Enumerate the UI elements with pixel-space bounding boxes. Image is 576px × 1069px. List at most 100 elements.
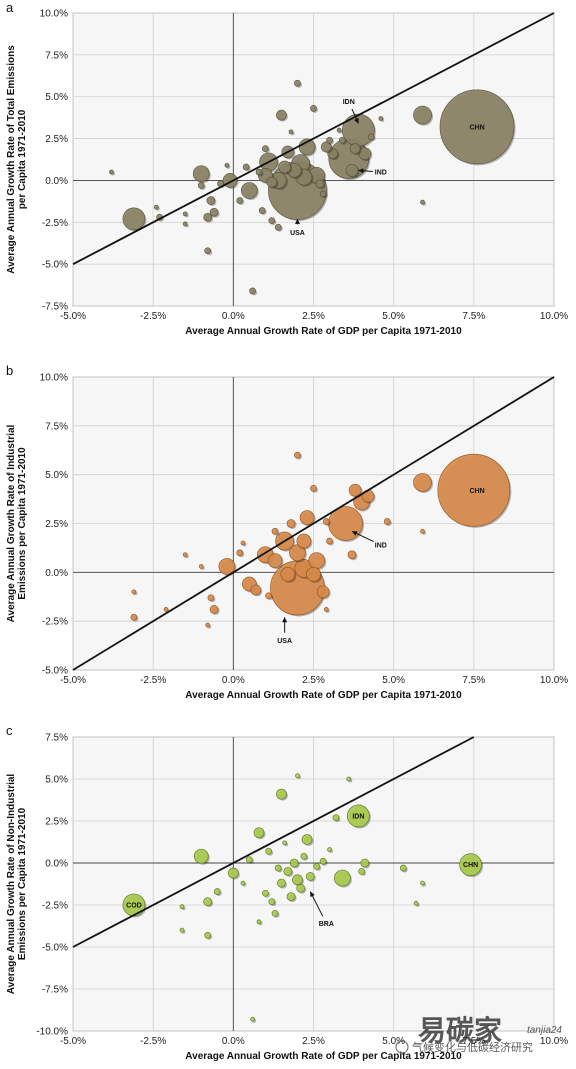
data-point [209,207,219,217]
data-point [360,858,370,868]
country-label: USA [277,638,292,645]
data-point [282,840,288,846]
annotation-arrowhead [354,117,359,124]
watermark-logo: 易碳家 [418,1014,502,1046]
data-point [271,527,279,535]
data-point [192,165,210,183]
y-axis-title: per Capita 1971-2010 [17,109,28,209]
data-point [439,89,515,165]
y-tick-label: 0.0% [45,568,68,579]
diagonal-reference-line [72,376,555,671]
country-label: BRA [319,921,334,928]
data-point [413,900,419,906]
x-tick-label: 2.5% [302,675,325,686]
y-tick-label: 0.0% [45,859,68,870]
x-tick-label: 10.0% [540,311,568,322]
data-point [267,553,283,569]
data-point [236,549,244,557]
y-tick-label: 2.5% [45,817,68,828]
data-point [310,105,317,112]
data-point [349,143,361,155]
data-point [258,207,266,214]
y-axis-title: Emissions per Capita 1971-2010 [17,807,28,960]
data-point [326,136,333,144]
data-point [240,540,246,546]
data-point [265,592,273,600]
data-point [265,847,273,855]
data-point [274,864,282,872]
y-tick-label: 2.5% [45,519,68,530]
y-tick-label: 10.0% [40,373,68,384]
x-tick-label: 7.5% [462,675,485,686]
data-layer [122,773,484,1023]
y-tick-label: -2.5% [42,218,68,229]
y-tick-label: 7.5% [45,733,68,744]
x-tick-label: -5.0% [60,311,86,322]
data-point [250,584,262,596]
data-point [182,221,188,227]
data-point [289,858,299,868]
annotation-arrowhead [282,617,288,623]
y-tick-label: -5.0% [42,260,68,271]
data-point [153,204,159,210]
data-point [274,223,282,231]
x-tick-label: 2.5% [302,1036,325,1047]
data-point [204,931,212,939]
data-point [268,217,276,225]
x-tick-label: -5.0% [60,1036,86,1047]
data-point [289,544,306,562]
data-point [305,872,315,881]
data-point [294,79,301,87]
x-tick-label: 5.0% [382,675,405,686]
data-point [301,834,313,845]
wechat-icon [395,1040,409,1054]
x-tick-label: 7.5% [462,311,485,322]
y-tick-label: -5.0% [42,666,68,677]
panel-label-b: b [6,363,13,378]
data-point [278,160,292,174]
data-point [323,607,329,612]
data-point [182,211,188,217]
data-point [207,594,215,602]
data-point [319,857,327,865]
data-point [286,519,296,528]
country-label: IND [375,170,387,177]
x-tick-label: -2.5% [140,311,166,322]
data-point [255,168,263,176]
x-tick-label: 5.0% [382,1036,405,1047]
data-point [358,868,366,875]
annotation-arrowhead [351,531,358,536]
country-label: IDN [352,813,364,820]
data-point [276,109,287,121]
data-point [277,878,286,888]
data-point [347,550,357,560]
data-point [413,473,432,492]
data-point [420,528,425,534]
data-point [358,147,372,161]
y-axis-title: Emissions per Capita 1971-2010 [17,447,28,600]
data-point [313,862,321,870]
data-point [306,566,321,582]
data-point [250,1016,255,1022]
x-tick-label: 10.0% [540,675,568,686]
x-tick-label: -2.5% [140,1036,166,1047]
data-point [261,145,269,153]
data-point [319,190,327,198]
data-point [203,212,213,222]
x-tick-label: 7.5% [462,1036,485,1047]
data-point [378,116,384,121]
data-point [203,897,213,907]
x-tick-label: 10.0% [540,1036,568,1047]
country-label: CHN [463,862,478,869]
data-point [253,827,265,839]
data-point [227,867,239,879]
annotation-arrowhead [358,168,364,174]
data-point [315,179,325,189]
data-point [420,880,425,886]
data-point [327,847,332,852]
data-point [296,533,312,549]
data-point [182,552,188,558]
annotation-arrowhead [294,218,300,224]
data-point [294,451,301,459]
